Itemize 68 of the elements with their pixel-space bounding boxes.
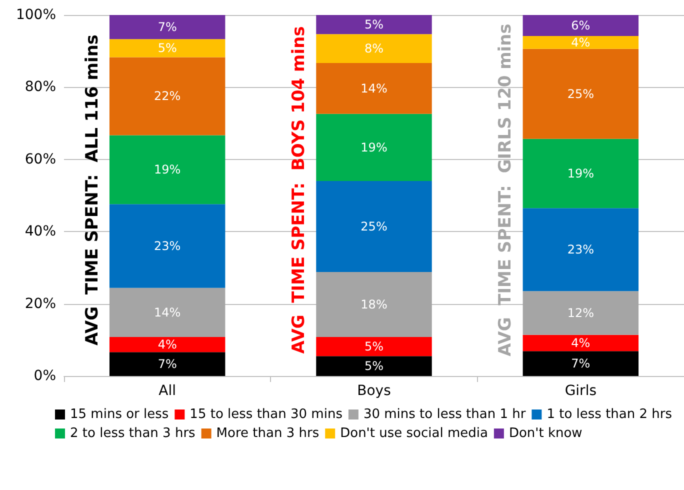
bar xyxy=(316,34,432,64)
data-label: 23% xyxy=(154,239,181,254)
annotation: AVG TIME SPENT: BOYS 104 mins xyxy=(289,26,309,354)
data-label: 4% xyxy=(571,35,590,50)
bar xyxy=(316,114,432,182)
bar xyxy=(522,351,639,376)
bar xyxy=(316,356,432,376)
bar xyxy=(522,334,639,352)
y-tick-label: 60% xyxy=(24,151,56,168)
bar xyxy=(522,138,639,208)
bar xyxy=(522,48,639,139)
legend-label: 2 to less than 3 hrs xyxy=(70,426,196,441)
data-label: 7% xyxy=(158,357,177,372)
data-label: 19% xyxy=(567,166,594,180)
y-tick-label: 40% xyxy=(24,224,56,240)
bar xyxy=(316,337,432,356)
bar xyxy=(109,337,226,352)
data-label: 14% xyxy=(360,81,388,96)
data-label: 12% xyxy=(567,306,594,320)
annotation: AVG TIME SPENT: GIRLS 120 mins xyxy=(496,24,516,356)
y-tick-label: 80% xyxy=(24,79,56,96)
data-label: 5% xyxy=(364,340,384,354)
data-label: 5% xyxy=(364,359,384,374)
bar xyxy=(316,15,432,34)
bar xyxy=(522,208,639,292)
data-label: 4% xyxy=(571,336,590,350)
y-tick-label: 0% xyxy=(34,368,56,384)
legend-label: Don't know xyxy=(508,426,583,441)
bar xyxy=(109,352,226,376)
data-label: 5% xyxy=(158,41,177,56)
legend-label: 1 to less than 2 hrs xyxy=(546,407,672,422)
data-label: 19% xyxy=(360,140,388,154)
annotation: AVG TIME SPENT: ALL 116 mins xyxy=(82,34,102,346)
y-tick-label: 20% xyxy=(24,296,56,312)
x-tick-label: All xyxy=(158,383,176,399)
legend-label: More than 3 hrs xyxy=(216,426,320,441)
data-label: 23% xyxy=(567,242,594,257)
bar xyxy=(316,272,432,338)
bar xyxy=(109,135,226,204)
data-label: 25% xyxy=(567,86,594,101)
data-label: 7% xyxy=(571,356,590,371)
x-tick-label: Girls xyxy=(564,383,597,399)
legend-label: 15 mins or less xyxy=(70,407,169,422)
bar xyxy=(109,288,226,338)
bar xyxy=(522,15,639,36)
legend-label: 30 mins to less than 1 hr xyxy=(363,407,526,422)
bar xyxy=(316,181,432,272)
y-tick-label: 100% xyxy=(16,7,56,23)
data-label: 4% xyxy=(158,338,177,352)
bar xyxy=(522,291,639,335)
data-label: 7% xyxy=(158,20,177,34)
data-label: 18% xyxy=(360,298,388,312)
bar xyxy=(522,36,639,49)
bar xyxy=(109,39,226,58)
data-label: 25% xyxy=(360,220,388,234)
bar xyxy=(316,63,432,114)
data-label: 22% xyxy=(154,89,181,104)
bar xyxy=(109,15,226,40)
bar xyxy=(109,204,226,288)
data-label: 5% xyxy=(364,18,384,32)
data-label: 19% xyxy=(154,162,181,177)
x-tick-label: Boys xyxy=(357,383,391,399)
data-label: 6% xyxy=(571,18,590,32)
data-label: 14% xyxy=(154,305,181,320)
legend-label: 15 to less than 30 mins xyxy=(190,407,343,422)
legend-label: Don't use social media xyxy=(340,426,488,441)
bar xyxy=(109,57,226,136)
data-label: 8% xyxy=(364,42,384,56)
